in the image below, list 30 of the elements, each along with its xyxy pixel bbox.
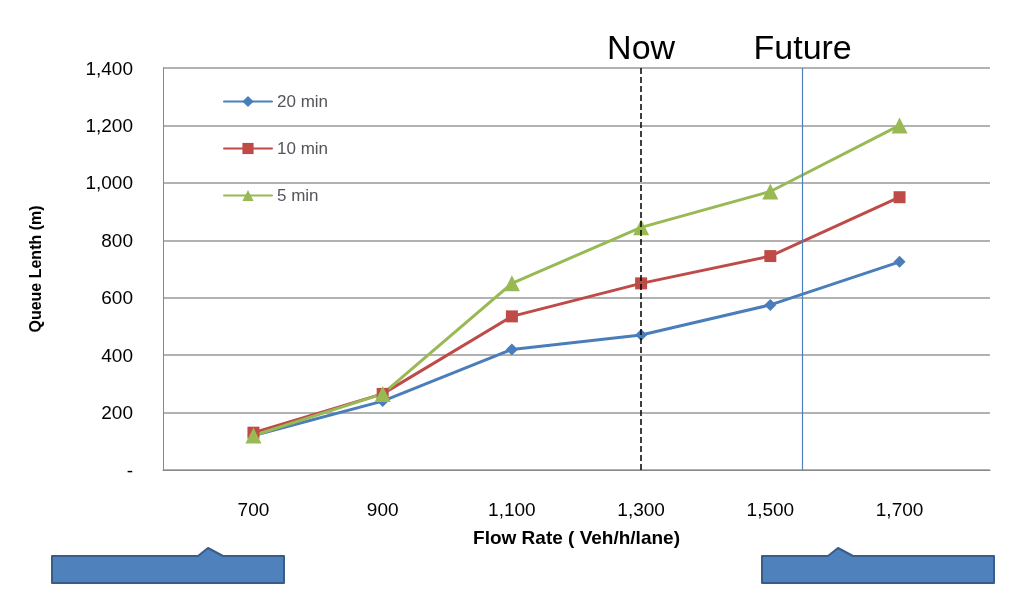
x-tick-label: 1,300 <box>617 499 665 520</box>
x-tick-label: 700 <box>237 499 270 520</box>
point <box>764 298 777 311</box>
ref-line-label: Future <box>753 28 852 66</box>
legend-label: 20 min <box>277 92 329 111</box>
y-tick-label: 1,200 <box>85 114 133 136</box>
x-tick-label: 900 <box>366 499 399 520</box>
legend-label: 5 min <box>277 186 319 205</box>
x-axis-title: Flow Rate ( Veh/h/lane) <box>473 527 680 548</box>
y-tick-label: 1,000 <box>85 172 133 194</box>
y-tick-label: 600 <box>101 287 133 309</box>
y-tick-label: - <box>126 459 133 481</box>
y-tick-label: 400 <box>101 344 133 366</box>
x-tick-label: 1,500 <box>746 499 795 520</box>
point <box>505 343 518 356</box>
y-axis-title: Queue Lenth (m) <box>26 205 44 333</box>
point <box>503 275 520 292</box>
point <box>893 255 906 268</box>
point <box>764 250 777 263</box>
x-tick-label: 1,100 <box>488 499 536 520</box>
point <box>893 191 906 204</box>
y-tick-label: 200 <box>101 402 133 424</box>
legend-label: 10 min <box>277 139 329 158</box>
y-tick-label: 1,400 <box>85 57 133 79</box>
x-tick-label: 1,700 <box>875 499 924 520</box>
point <box>505 310 518 323</box>
point <box>762 183 779 200</box>
point <box>891 117 908 134</box>
ref-line-label: Now <box>607 28 676 66</box>
y-tick-label: 800 <box>101 229 133 251</box>
